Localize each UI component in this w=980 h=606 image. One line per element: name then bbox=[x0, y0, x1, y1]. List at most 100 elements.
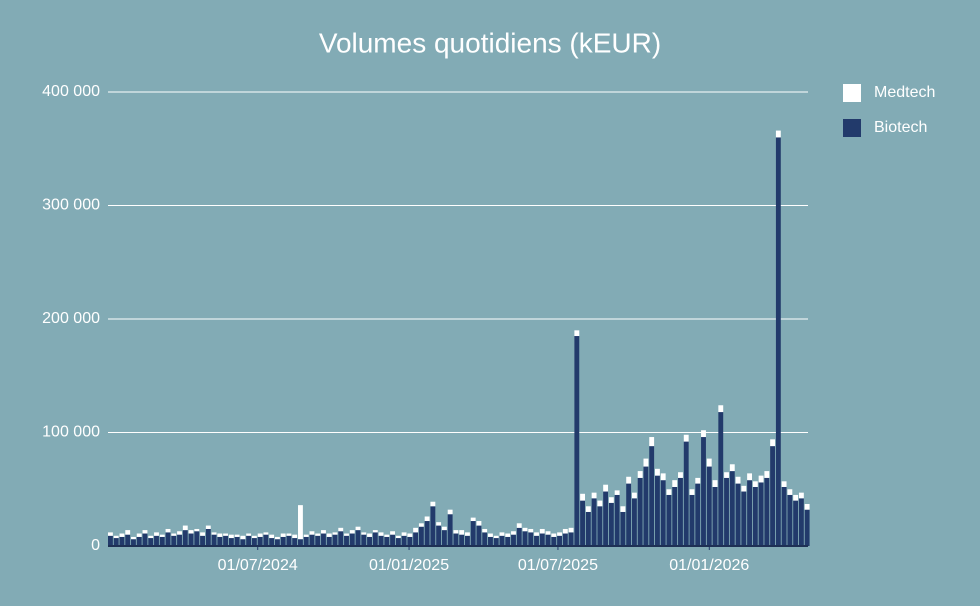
bar bbox=[418, 523, 424, 527]
bar bbox=[712, 486, 718, 546]
bar bbox=[488, 533, 493, 537]
bar bbox=[436, 522, 442, 526]
bar bbox=[649, 446, 655, 546]
bar bbox=[505, 536, 511, 546]
bar bbox=[585, 506, 591, 512]
bar bbox=[539, 528, 545, 534]
bar bbox=[263, 532, 269, 535]
bar bbox=[787, 494, 793, 546]
bar bbox=[464, 535, 470, 546]
x-tick-label: 01/01/2025 bbox=[369, 557, 449, 574]
bar bbox=[574, 330, 580, 337]
bar bbox=[286, 533, 292, 536]
bar bbox=[390, 531, 396, 535]
bar bbox=[758, 482, 764, 546]
bar bbox=[793, 494, 799, 501]
bar bbox=[269, 534, 275, 539]
bar bbox=[367, 536, 372, 546]
y-tick-label: 0 bbox=[91, 537, 100, 554]
bar bbox=[735, 483, 741, 546]
bar bbox=[522, 531, 528, 546]
bar bbox=[171, 535, 177, 546]
x-tick-label: 01/07/2025 bbox=[518, 557, 598, 574]
bar bbox=[522, 527, 528, 532]
bar bbox=[608, 502, 614, 546]
bar bbox=[349, 533, 355, 546]
bar bbox=[136, 533, 142, 537]
bar bbox=[182, 530, 188, 546]
bar bbox=[493, 535, 499, 539]
bar bbox=[706, 466, 712, 546]
bar bbox=[211, 532, 217, 535]
bar bbox=[626, 476, 632, 484]
bar bbox=[321, 530, 326, 534]
bar bbox=[326, 533, 332, 537]
bar bbox=[574, 336, 580, 546]
bar bbox=[580, 493, 586, 501]
bar bbox=[735, 476, 741, 484]
bar bbox=[424, 516, 430, 522]
bar bbox=[539, 533, 545, 546]
bar bbox=[280, 536, 286, 546]
bar bbox=[597, 500, 603, 507]
bar bbox=[211, 534, 217, 546]
bar bbox=[712, 480, 718, 487]
bar bbox=[142, 530, 148, 534]
bar bbox=[119, 533, 125, 537]
bar bbox=[113, 538, 119, 546]
bar bbox=[251, 535, 257, 539]
bar bbox=[159, 534, 165, 537]
bar bbox=[729, 471, 735, 546]
bar bbox=[413, 527, 419, 533]
bar bbox=[309, 531, 315, 535]
bar bbox=[240, 535, 246, 540]
bar bbox=[804, 509, 810, 546]
legend-swatch bbox=[843, 84, 861, 102]
bar bbox=[689, 494, 695, 546]
bar bbox=[234, 534, 240, 537]
bar bbox=[205, 528, 211, 546]
bar bbox=[177, 531, 182, 535]
bar bbox=[286, 535, 292, 546]
bar bbox=[752, 486, 758, 546]
bar bbox=[240, 539, 246, 546]
bar bbox=[798, 498, 804, 546]
bar bbox=[418, 526, 424, 546]
bar bbox=[344, 533, 349, 536]
bar bbox=[303, 536, 309, 546]
bar bbox=[407, 536, 413, 546]
bar bbox=[194, 531, 200, 546]
bar bbox=[453, 530, 459, 534]
bar bbox=[113, 535, 119, 539]
bar bbox=[534, 535, 539, 546]
bar bbox=[643, 466, 649, 546]
bar bbox=[315, 533, 321, 536]
bar bbox=[154, 535, 159, 546]
bar bbox=[223, 533, 229, 536]
x-tick-label: 01/07/2024 bbox=[218, 557, 298, 574]
bar bbox=[678, 477, 683, 546]
bar bbox=[747, 473, 752, 481]
legend-swatch bbox=[843, 119, 861, 137]
bar bbox=[718, 405, 724, 413]
bar bbox=[557, 532, 562, 536]
bar bbox=[136, 536, 142, 546]
bar bbox=[292, 538, 298, 546]
bar bbox=[200, 532, 205, 536]
bar bbox=[585, 511, 591, 546]
bar bbox=[505, 533, 511, 537]
bar bbox=[551, 536, 557, 546]
bar bbox=[591, 492, 597, 499]
bar bbox=[257, 536, 263, 546]
bar bbox=[470, 517, 476, 522]
bar bbox=[775, 137, 781, 546]
bar bbox=[344, 535, 349, 546]
bar bbox=[355, 526, 361, 531]
bar bbox=[729, 464, 735, 472]
bar bbox=[631, 498, 637, 546]
bar bbox=[384, 534, 390, 537]
bar bbox=[228, 534, 234, 539]
bar bbox=[545, 531, 551, 535]
